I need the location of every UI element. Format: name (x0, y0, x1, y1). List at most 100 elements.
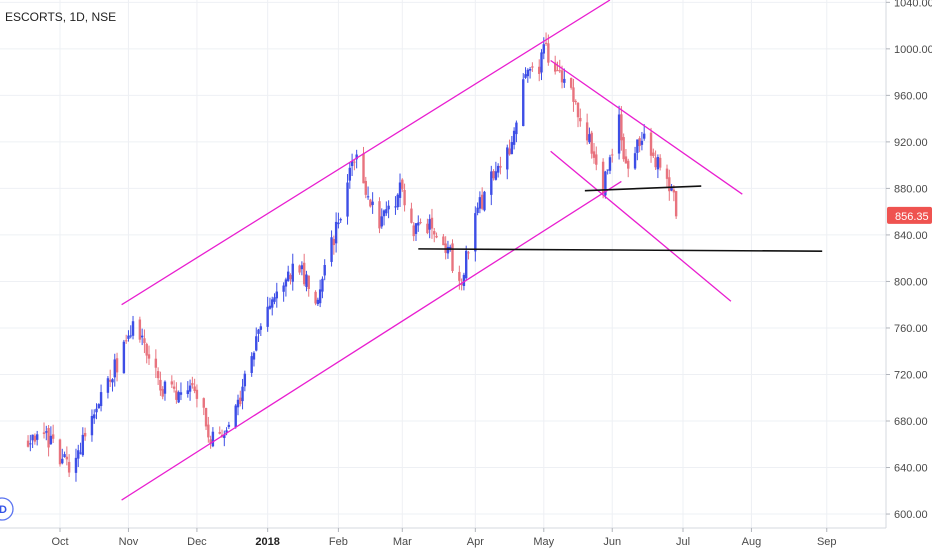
time-tick-label: May (533, 536, 554, 548)
candle-body (188, 385, 192, 392)
candle (207, 416, 210, 443)
candle (355, 149, 358, 169)
candle-body (433, 231, 436, 235)
candle (467, 250, 470, 260)
candle-body (79, 452, 82, 454)
candle-body (508, 148, 511, 155)
candle-body (588, 134, 591, 143)
candle (323, 259, 326, 281)
candle (642, 124, 646, 141)
candle-body (608, 157, 612, 171)
candle-body (95, 408, 98, 413)
candle-body (585, 122, 589, 141)
candle (243, 370, 247, 392)
candle (241, 378, 244, 410)
chart-title: ESCORTS, 1D, NSE (5, 10, 116, 24)
price-tick-label: 1040.00 (894, 0, 932, 9)
drawing-layer[interactable] (121, 0, 823, 501)
candle (451, 239, 454, 273)
candle-body (330, 237, 333, 262)
candle-body (442, 236, 445, 246)
candle (218, 426, 221, 435)
candle (569, 77, 573, 90)
candle (145, 342, 148, 364)
candle-body (396, 194, 399, 208)
channel-lower[interactable] (121, 180, 622, 501)
candle-body (211, 431, 215, 447)
candle-body (266, 306, 269, 327)
candle (223, 430, 226, 447)
candle (330, 230, 333, 267)
candle-body (252, 352, 256, 360)
candle (574, 99, 577, 105)
candle-body (430, 217, 434, 229)
candle (211, 427, 215, 448)
candle-body (348, 167, 352, 181)
price-tick-label: 800.00 (894, 276, 928, 288)
candle-body (223, 434, 226, 438)
candle-body (494, 171, 498, 180)
candle-body (67, 461, 71, 473)
candle (65, 446, 69, 466)
candle-body (483, 191, 486, 211)
candle (147, 345, 151, 365)
price-tick-label: 680.00 (894, 416, 928, 428)
candle-body (606, 169, 609, 171)
channel-upper[interactable] (121, 0, 611, 306)
candle (124, 334, 128, 344)
candle-body (65, 456, 69, 460)
candle-body (250, 356, 253, 373)
candle (271, 296, 274, 316)
price-tick-label: 760.00 (894, 323, 928, 335)
candle (394, 196, 397, 215)
candle (172, 380, 176, 393)
candle (93, 409, 96, 424)
candle (302, 253, 306, 287)
candle (496, 163, 500, 178)
candle-body (547, 43, 550, 63)
candle (131, 315, 135, 340)
candle-body (611, 154, 614, 156)
candle-body (202, 398, 205, 408)
candle-body (371, 201, 374, 205)
candle-body (592, 151, 596, 158)
candle (61, 448, 64, 465)
candle (177, 390, 180, 404)
time-axis[interactable]: Oct Nov Dec 2018 Feb Mar Apr May Jun Jul Aug Sep (51, 528, 837, 548)
candle (170, 375, 174, 389)
tradingview-logo-icon[interactable]: D (0, 497, 14, 521)
candle (81, 427, 85, 457)
time-tick-label: Mar (393, 536, 412, 548)
candle-body (474, 213, 477, 252)
candle (42, 422, 46, 439)
candle-body (410, 208, 413, 223)
candle-body (512, 130, 516, 145)
svg-text:D: D (0, 504, 7, 516)
price-axis[interactable]: 600.00 640.00 680.00 720.00 760.00 800.00 840.… (886, 0, 932, 521)
candle (316, 297, 320, 307)
candle (638, 136, 641, 153)
candle-body (318, 289, 322, 304)
price-tick-label: 600.00 (894, 509, 928, 521)
candle (449, 244, 452, 252)
candle (366, 186, 370, 200)
support-line-lower[interactable] (418, 248, 823, 253)
candle (90, 409, 94, 442)
candle (122, 339, 126, 374)
candle-body (47, 428, 50, 448)
candle (480, 187, 484, 211)
candle (186, 381, 189, 398)
wedge-lower[interactable] (550, 150, 732, 302)
candle-body (225, 430, 228, 433)
candle (51, 424, 55, 443)
candle-body (26, 440, 30, 447)
time-tick-label: Jul (676, 536, 690, 548)
candle-body (524, 74, 527, 78)
candle (209, 435, 212, 449)
candle-body (576, 102, 580, 118)
candle-body (350, 161, 354, 167)
support-line-upper[interactable] (584, 185, 702, 192)
candle-body (218, 431, 221, 434)
wedge-upper[interactable] (550, 59, 743, 195)
